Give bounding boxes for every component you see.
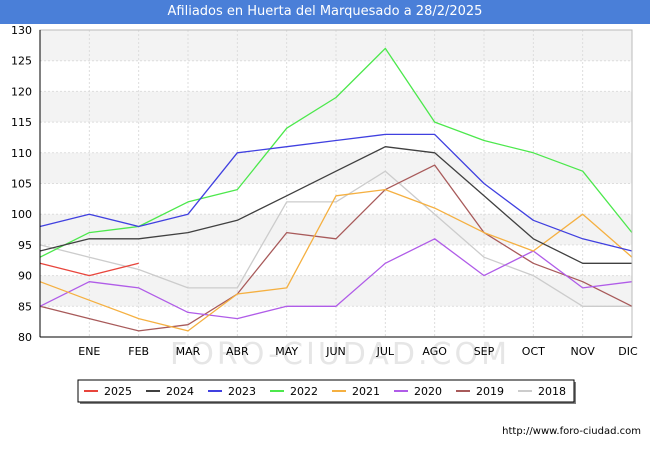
x-tick-label: DIC <box>618 345 638 358</box>
series-line-2025 <box>39 262 139 277</box>
series-line-2018 <box>39 170 632 307</box>
y-tick-label: 120 <box>11 85 32 98</box>
x-tick-label: JUN <box>325 345 346 358</box>
x-tick-label: MAY <box>275 345 298 358</box>
chart-title: Afiliados en Huerta del Marquesado a 28/… <box>0 0 650 24</box>
y-axis-ticks: 80 85 90 95 100 105 110 115 120 125 130 <box>11 24 32 344</box>
series-line-2023 <box>39 133 633 252</box>
legend-label-2023: 2023 <box>228 385 256 398</box>
series-line-2021 <box>39 188 633 332</box>
y-tick-label: 80 <box>18 331 32 344</box>
legend-label-2022: 2022 <box>290 385 318 398</box>
x-tick-label: AGO <box>422 345 447 358</box>
source-url: http://www.foro-ciudad.com <box>502 426 641 437</box>
x-axis-ticks: ENE FEB MAR ABR MAY JUN JUL AGO SEP OCT NOV DIC <box>78 345 638 358</box>
y-tick-label: 105 <box>11 178 32 191</box>
y-tick-label: 100 <box>11 208 32 221</box>
legend-label-2018: 2018 <box>538 385 566 398</box>
y-tick-label: 95 <box>18 239 32 252</box>
y-tick-label: 85 <box>18 300 32 313</box>
x-tick-label: NOV <box>571 345 596 358</box>
legend: 2025 2024 2023 2022 2021 2020 2019 2018 <box>77 379 576 404</box>
series-line-2019 <box>39 164 633 332</box>
legend-box <box>77 379 575 403</box>
y-tick-label: 90 <box>18 270 32 283</box>
y-tick-label: 125 <box>11 55 32 68</box>
series-lines <box>39 47 633 332</box>
x-tick-label: ENE <box>78 345 100 358</box>
watermark-text: FORO-CIUDAD.COM <box>170 337 510 372</box>
x-tick-label: MAR <box>176 345 201 358</box>
legend-label-2024: 2024 <box>166 385 194 398</box>
legend-label-2021: 2021 <box>352 385 380 398</box>
y-tick-label: 110 <box>11 147 32 160</box>
series-line-2024 <box>39 146 632 264</box>
x-tick-label: SEP <box>474 345 495 358</box>
legend-label-2025: 2025 <box>104 385 132 398</box>
y-tick-label: 115 <box>11 116 32 129</box>
x-tick-label: ABR <box>226 345 249 358</box>
axes <box>39 29 633 338</box>
x-tick-label: FEB <box>128 345 149 358</box>
y-tick-label: 130 <box>11 24 32 37</box>
x-tick-label: OCT <box>522 345 545 358</box>
legend-label-2019: 2019 <box>476 385 504 398</box>
x-tick-label: JUL <box>376 345 395 358</box>
legend-label-2020: 2020 <box>414 385 442 398</box>
